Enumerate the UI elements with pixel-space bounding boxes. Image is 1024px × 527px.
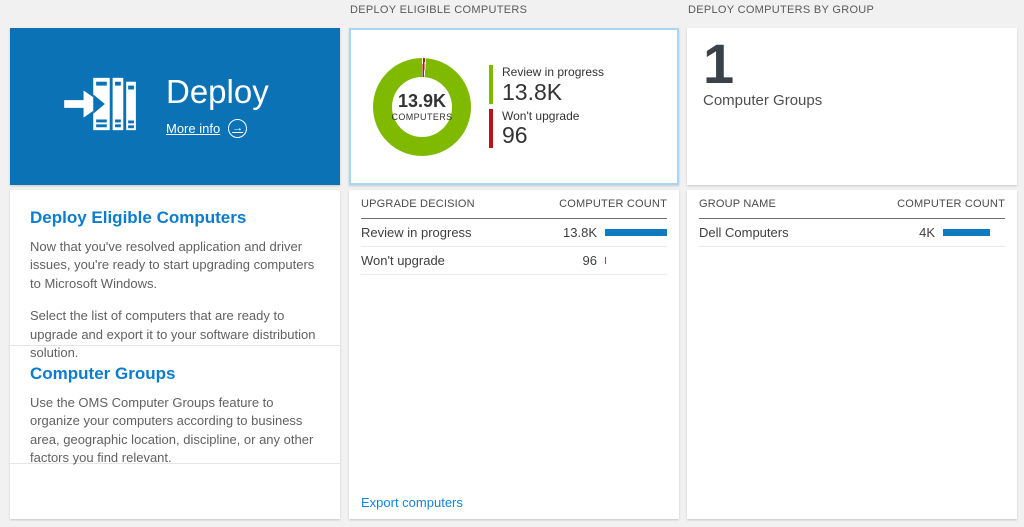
- computer-groups-summary-card[interactable]: 1 Computer Groups: [687, 28, 1017, 185]
- computer-groups-heading: Computer Groups: [30, 364, 176, 383]
- legend-item-wont-upgrade: Won't upgrade 96: [489, 109, 604, 148]
- deploy-eligible-heading: Deploy Eligible Computers: [30, 208, 247, 227]
- table-header-row: GROUP NAME COMPUTER COUNT: [699, 190, 1005, 219]
- tile-title: Deploy: [166, 73, 269, 111]
- eligible-computers-donut-card[interactable]: 13.9K COMPUTERS Review in progress 13.8K…: [349, 28, 679, 185]
- deploy-tile[interactable]: Deploy More info →: [10, 28, 340, 185]
- more-info-label: More info: [166, 120, 221, 136]
- eligible-computers-column: DEPLOY ELIGIBLE COMPUTERS 13.9K COMPUTER…: [349, 0, 679, 527]
- table-row[interactable]: Won't upgrade 96: [361, 247, 667, 275]
- donut-center: 13.9K COMPUTERS: [391, 76, 453, 137]
- deploy-icon: [62, 73, 140, 140]
- export-computers-link[interactable]: Export computers: [361, 495, 463, 510]
- bar-track: [605, 257, 667, 264]
- legend-item-review: Review in progress 13.8K: [489, 65, 604, 104]
- group-table-panel: GROUP NAME COMPUTER COUNT Dell Computers…: [687, 190, 1017, 519]
- deploy-description-panel: Deploy Eligible Computers Now that you'v…: [10, 190, 340, 519]
- deploy-eligible-par2: Select the list of computers that are re…: [30, 308, 316, 361]
- table-row[interactable]: Dell Computers 4K: [699, 219, 1005, 247]
- col-computer-count: COMPUTER COUNT: [559, 198, 667, 210]
- donut-legend: Review in progress 13.8K Won't upgrade 9…: [489, 60, 604, 152]
- panel-empty-area: [10, 463, 340, 519]
- row-value: 4K: [919, 225, 935, 240]
- deploy-column: Deploy More info → Deploy Eligible Compu…: [10, 0, 340, 527]
- legend-label: Review in progress: [502, 65, 605, 80]
- row-label: Dell Computers: [699, 225, 789, 240]
- row-label: Won't upgrade: [361, 253, 445, 268]
- legend-label: Won't upgrade: [502, 109, 580, 123]
- donut-center-value: 13.9K: [397, 90, 447, 111]
- bar-track: [605, 229, 667, 236]
- col-group-name: GROUP NAME: [699, 198, 776, 210]
- col-computer-count: COMPUTER COUNT: [897, 198, 1005, 210]
- row-label: Review in progress: [361, 225, 472, 240]
- count-bar: [943, 229, 990, 236]
- computers-by-group-header: DEPLOY COMPUTERS BY GROUP: [688, 4, 875, 16]
- row-value: 96: [582, 253, 597, 268]
- count-bar: [605, 229, 667, 236]
- group-count-label: Computer Groups: [703, 92, 823, 109]
- computers-by-group-column: DEPLOY COMPUTERS BY GROUP 1 Computer Gro…: [687, 0, 1017, 527]
- count-bar: [605, 257, 607, 264]
- upgrade-decision-panel: UPGRADE DECISION COMPUTER COUNT Review i…: [349, 190, 679, 519]
- more-info-link[interactable]: More info →: [166, 118, 248, 138]
- arrow-circle-icon: →: [228, 118, 248, 138]
- upgrade-decision-table: UPGRADE DECISION COMPUTER COUNT Review i…: [349, 190, 679, 275]
- bar-track: [943, 229, 1005, 236]
- table-header-row: UPGRADE DECISION COMPUTER COUNT: [361, 190, 667, 219]
- donut-center-label: COMPUTERS: [391, 111, 453, 122]
- col-upgrade-decision: UPGRADE DECISION: [361, 198, 475, 210]
- deploy-eligible-par1: Now that you've resolved application and…: [30, 239, 315, 291]
- computer-groups-par1: Use the OMS Computer Groups feature to o…: [30, 395, 314, 466]
- group-count: 1: [703, 32, 735, 95]
- row-value: 13.8K: [563, 225, 597, 240]
- table-row[interactable]: Review in progress 13.8K: [361, 219, 667, 247]
- legend-value: 13.8K: [502, 78, 563, 105]
- computer-groups-section: Computer Groups Use the OMS Computer Gro…: [10, 345, 340, 465]
- eligible-computers-header: DEPLOY ELIGIBLE COMPUTERS: [350, 4, 528, 16]
- donut-chart: 13.9K COMPUTERS: [373, 57, 471, 156]
- legend-value: 96: [502, 122, 528, 149]
- deploy-eligible-section: Deploy Eligible Computers Now that you'v…: [10, 190, 340, 360]
- group-table: GROUP NAME COMPUTER COUNT Dell Computers…: [687, 190, 1017, 247]
